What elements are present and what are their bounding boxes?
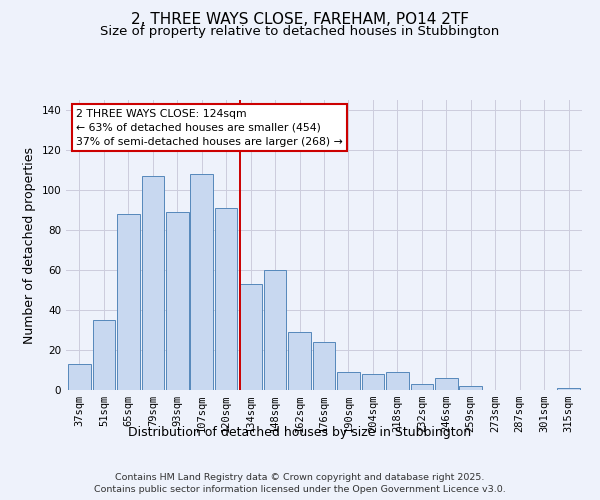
Bar	[92, 320, 115, 390]
Bar	[557, 388, 580, 390]
Bar	[410, 384, 433, 390]
Text: 2, THREE WAYS CLOSE, FAREHAM, PO14 2TF: 2, THREE WAYS CLOSE, FAREHAM, PO14 2TF	[131, 12, 469, 28]
Bar	[239, 284, 262, 390]
Bar	[117, 214, 140, 390]
Bar	[313, 342, 335, 390]
Bar	[215, 208, 238, 390]
Bar	[337, 372, 360, 390]
Bar	[288, 332, 311, 390]
Text: Contains HM Land Registry data © Crown copyright and database right 2025.: Contains HM Land Registry data © Crown c…	[115, 473, 485, 482]
Text: 2 THREE WAYS CLOSE: 124sqm
← 63% of detached houses are smaller (454)
37% of sem: 2 THREE WAYS CLOSE: 124sqm ← 63% of deta…	[76, 108, 343, 146]
Bar	[68, 364, 91, 390]
Bar	[362, 374, 384, 390]
Bar	[460, 386, 482, 390]
Text: Distribution of detached houses by size in Stubbington: Distribution of detached houses by size …	[128, 426, 472, 439]
Text: Size of property relative to detached houses in Stubbington: Size of property relative to detached ho…	[100, 25, 500, 38]
Bar	[435, 378, 458, 390]
Y-axis label: Number of detached properties: Number of detached properties	[23, 146, 36, 344]
Bar	[190, 174, 213, 390]
Bar	[142, 176, 164, 390]
Text: Contains public sector information licensed under the Open Government Licence v3: Contains public sector information licen…	[94, 484, 506, 494]
Bar	[166, 212, 188, 390]
Bar	[264, 270, 286, 390]
Bar	[386, 372, 409, 390]
